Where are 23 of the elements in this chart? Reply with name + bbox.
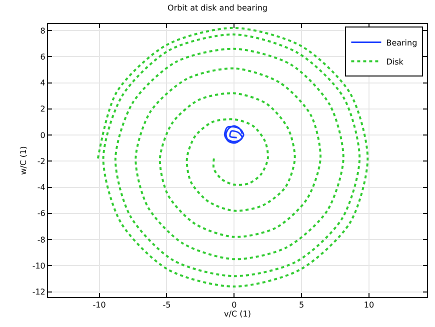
line-series: [224, 125, 244, 144]
x-tick-label: 5: [299, 300, 304, 310]
y-tick-label: 8: [40, 26, 46, 36]
y-tick-label: 0: [40, 130, 46, 140]
y-tick-label: -10: [32, 261, 46, 270]
chart-title: Orbit at disk and bearing: [168, 4, 268, 13]
x-axis-title: v/C (1): [224, 310, 251, 319]
legend-label: Bearing: [386, 38, 418, 48]
y-tick-label: -4: [37, 183, 46, 192]
y-tick-label: 6: [40, 52, 46, 62]
y-tick-label: 2: [40, 104, 46, 114]
y-tick-label: 4: [40, 78, 46, 88]
y-tick-label: -6: [37, 209, 46, 218]
y-tick-label: -8: [37, 235, 46, 244]
y-axis-title: w/C (1): [19, 146, 28, 175]
legend-label: Disk: [386, 57, 404, 66]
x-tick-label: 0: [232, 300, 237, 310]
y-tick-label: -12: [32, 288, 46, 297]
x-tick-label: -10: [92, 300, 106, 310]
line-series: [96, 26, 369, 288]
x-tick-label: -5: [162, 300, 171, 310]
y-tick-label: -2: [37, 156, 46, 166]
x-tick-label: 10: [364, 300, 374, 310]
